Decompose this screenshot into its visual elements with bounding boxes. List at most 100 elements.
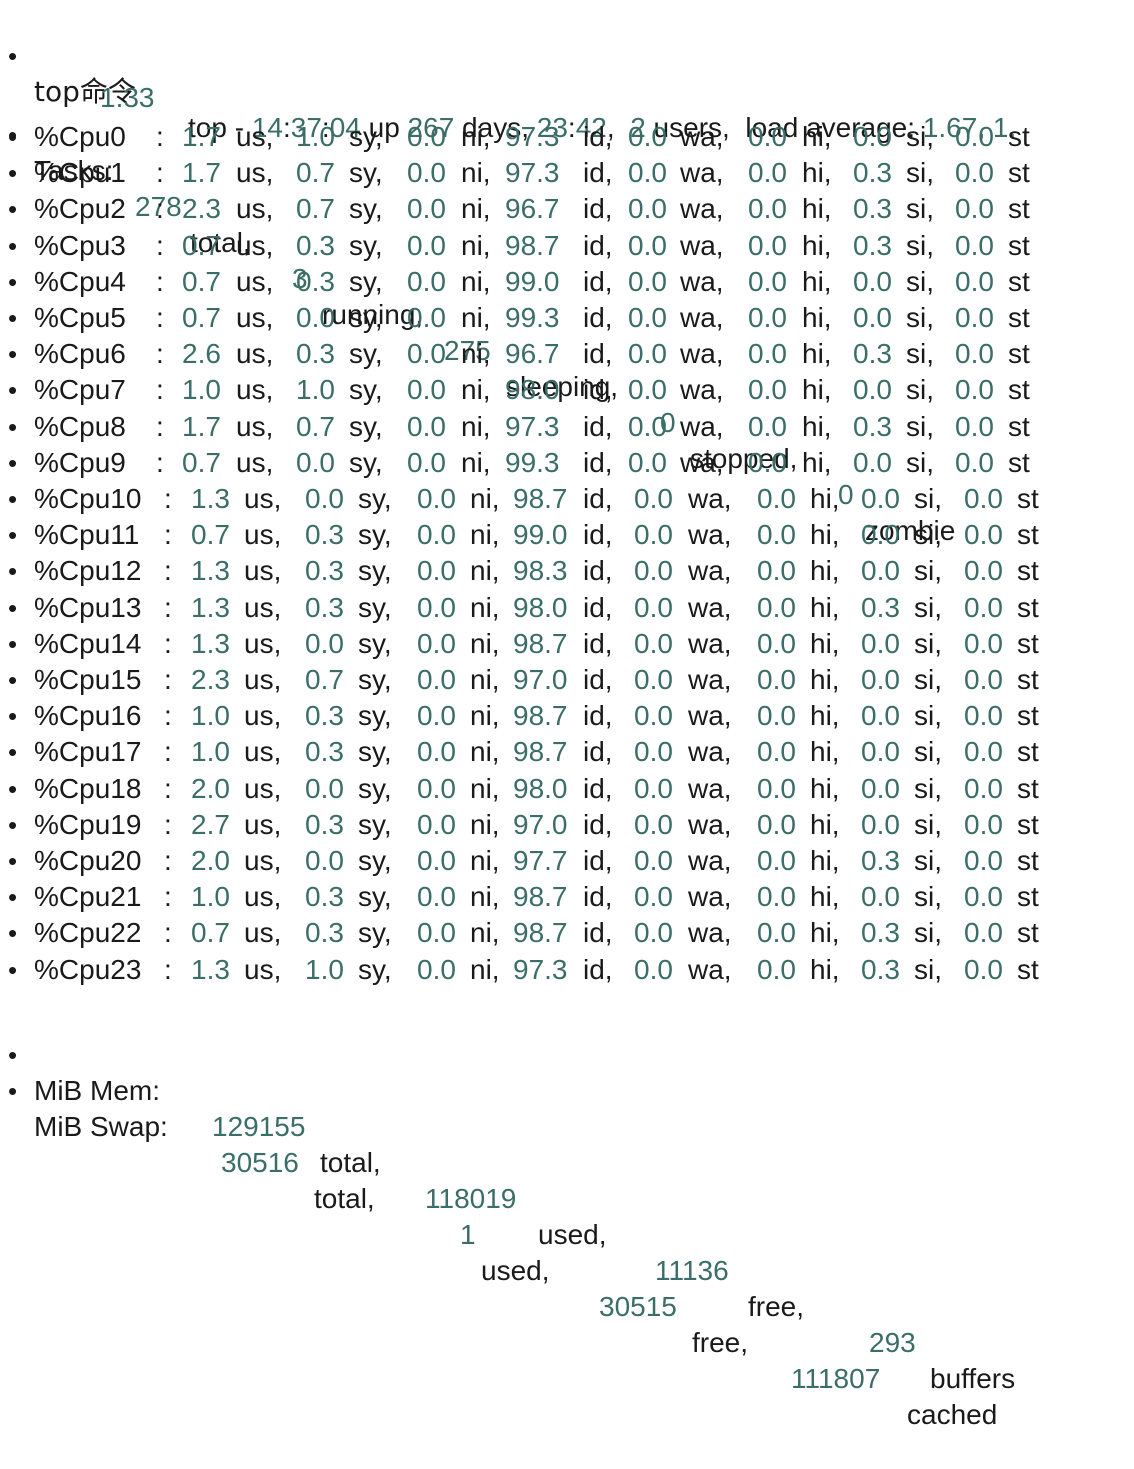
cpu-us-label: us,: [244, 628, 282, 659]
cpu-ni-label: ni,: [470, 881, 500, 912]
cpu-hi-label: hi,: [802, 447, 832, 478]
cpu-hi-label: hi,: [810, 881, 840, 912]
cpu-id-value: 97.3: [505, 157, 560, 188]
cpu-id-value: 99.3: [505, 302, 560, 333]
cpu-hi-label: hi,: [802, 157, 832, 188]
cpu-hi-value: 0.0: [757, 736, 796, 767]
cpu-st-label: st: [1017, 700, 1039, 731]
cpu-sy-value: 0.7: [296, 411, 335, 442]
cpu-si-value: 0.0: [861, 483, 900, 514]
cpu-us-value: 0.7: [182, 447, 221, 478]
cpu-hi-value: 0.0: [757, 700, 796, 731]
swap-total: 30516: [221, 1147, 299, 1178]
cpu-wa-label: wa,: [680, 121, 724, 152]
cpu-hi-label: hi,: [810, 917, 840, 948]
cpu-hi-value: 0.0: [757, 628, 796, 659]
cpu-hi-label: hi,: [810, 519, 840, 550]
cpu-us-label: us,: [236, 338, 274, 369]
cpu-us-label: us,: [236, 157, 274, 188]
mem-total-label: total,: [320, 1147, 381, 1178]
cpu-si-label: si,: [914, 592, 942, 623]
cpu-us-value: 1.7: [182, 121, 221, 152]
cpu-id-value: 97.0: [513, 809, 568, 840]
cpu-wa-value: 0.0: [628, 121, 667, 152]
cpu-ni-label: ni,: [470, 700, 500, 731]
cpu-id-label: id,: [583, 592, 613, 623]
cpu-ni-value: 0.0: [417, 809, 456, 840]
bullet-icon: •: [8, 665, 18, 695]
bullet-icon: •: [8, 556, 18, 586]
cpu-si-value: 0.0: [861, 700, 900, 731]
cpu-ni-label: ni,: [461, 302, 491, 333]
cpu-hi-label: hi,: [810, 809, 840, 840]
cpu-ni-value: 0.0: [417, 519, 456, 550]
cpu-si-label: si,: [914, 736, 942, 767]
cpu-st-label: st: [1008, 230, 1030, 261]
cpu-si-label: si,: [906, 121, 934, 152]
cpu-id-value: 98.0: [513, 773, 568, 804]
cpu-ni-label: ni,: [470, 483, 500, 514]
cpu-st-label: st: [1008, 411, 1030, 442]
cpu-hi-value: 0.0: [748, 193, 787, 224]
cpu-id-label: id,: [583, 736, 613, 767]
cpu-wa-label: wa,: [688, 628, 732, 659]
cpu-sy-value: 0.0: [296, 447, 335, 478]
cpu-st-label: st: [1008, 338, 1030, 369]
cpu-colon: :: [164, 483, 172, 514]
cpu-ni-value: 0.0: [407, 121, 446, 152]
cpu-us-value: 1.0: [191, 700, 230, 731]
cpu-st-value: 0.0: [955, 302, 994, 333]
tasks-total-label: total,: [190, 227, 251, 258]
cpu-sy-label: sy,: [358, 809, 392, 840]
cpu-si-label: si,: [914, 845, 942, 876]
cpu-colon: :: [156, 338, 164, 369]
cpu-hi-label: hi,: [810, 628, 840, 659]
cpu-us-value: 1.3: [191, 628, 230, 659]
cpu-wa-label: wa,: [688, 555, 732, 586]
cpu-wa-label: wa,: [680, 157, 724, 188]
bullet-icon: •: [8, 774, 18, 804]
cpu-wa-value: 0.0: [634, 592, 673, 623]
cpu-us-label: us,: [244, 736, 282, 767]
cpu-id-value: 98.0: [505, 374, 560, 405]
cpu-us-value: 2.3: [182, 193, 221, 224]
mem-buffers: 293: [869, 1327, 916, 1358]
cpu-ni-value: 0.0: [417, 700, 456, 731]
cpu-name: %Cpu18: [34, 773, 142, 804]
cpu-id-value: 97.0: [513, 664, 568, 695]
cpu-us-value: 0.7: [182, 230, 221, 261]
bullet-icon: •: [8, 701, 18, 731]
cpu-sy-value: 1.0: [305, 954, 344, 985]
cpu-st-value: 0.0: [964, 881, 1003, 912]
cpu-hi-value: 0.0: [757, 519, 796, 550]
cpu-wa-value: 0.0: [634, 628, 673, 659]
cpu-si-value: 0.3: [853, 193, 892, 224]
cpu-sy-label: sy,: [358, 664, 392, 695]
cpu-colon: :: [164, 954, 172, 985]
cpu-id-label: id,: [583, 302, 613, 333]
cpu-st-label: st: [1017, 773, 1039, 804]
cpu-wa-value: 0.0: [634, 845, 673, 876]
cpu-st-value: 0.0: [955, 193, 994, 224]
swap-cached: 111807: [791, 1363, 881, 1394]
bullet-icon: •: [8, 1040, 18, 1070]
cpu-st-value: 0.0: [955, 447, 994, 478]
cpu-id-label: id,: [583, 628, 613, 659]
cpu-st-value: 0.0: [955, 338, 994, 369]
cpu-sy-label: sy,: [349, 121, 383, 152]
cpu-hi-value: 0.0: [757, 917, 796, 948]
cpu-id-value: 98.7: [513, 917, 568, 948]
cpu-ni-label: ni,: [470, 664, 500, 695]
cpu-sy-value: 0.3: [296, 230, 335, 261]
cpu-wa-label: wa,: [688, 700, 732, 731]
cpu-id-value: 98.7: [513, 700, 568, 731]
cpu-id-label: id,: [583, 954, 613, 985]
cpu-name: %Cpu8: [34, 411, 126, 442]
swap-line: • MiB Swap: 30516 total, 1 used, 30515 f…: [0, 1037, 997, 1430]
cpu-wa-value: 0.0: [628, 374, 667, 405]
cpu-sy-label: sy,: [358, 483, 392, 514]
cpu-name: %Cpu0: [34, 121, 126, 152]
cpu-st-label: st: [1008, 157, 1030, 188]
cpu-si-label: si,: [914, 519, 942, 550]
cpu-hi-value: 0.0: [748, 121, 787, 152]
